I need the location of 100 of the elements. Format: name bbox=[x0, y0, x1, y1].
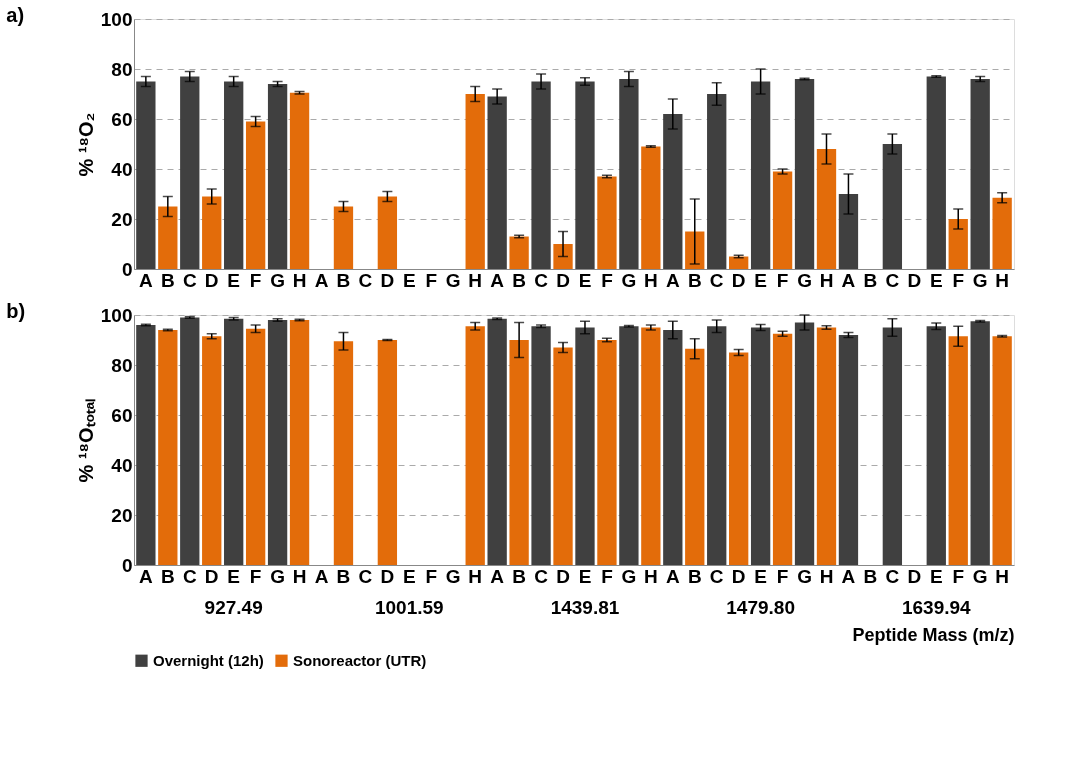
x-tick-label: A bbox=[665, 565, 680, 587]
x-tick-label: A bbox=[314, 565, 329, 587]
x-tick-label: A bbox=[841, 269, 856, 291]
x-axis-title: Peptide Mass (m/z) bbox=[852, 624, 1015, 645]
x-tick-label: H bbox=[292, 565, 307, 587]
x-tick-label: F bbox=[952, 565, 965, 587]
x-tick-label: G bbox=[972, 269, 988, 291]
x-tick-label: C bbox=[182, 269, 197, 291]
x-tick-label: F bbox=[952, 269, 965, 291]
x-tick-label: B bbox=[336, 269, 351, 291]
bar bbox=[992, 336, 1012, 565]
bar bbox=[597, 176, 617, 269]
bar bbox=[838, 194, 859, 269]
x-tick-label: D bbox=[556, 565, 570, 587]
x-tick-label: F bbox=[249, 269, 262, 291]
text: 1001.59 bbox=[374, 597, 444, 618]
x-tick-label: D bbox=[556, 269, 570, 291]
legend-label: Overnight (12h) bbox=[153, 651, 264, 669]
bar bbox=[487, 318, 507, 565]
x-tick-label: A bbox=[138, 565, 153, 587]
bar bbox=[641, 146, 661, 269]
x-tick-label: E bbox=[227, 565, 241, 587]
bar bbox=[377, 196, 398, 269]
x-tick-label: E bbox=[754, 269, 767, 291]
x-tick-label: D bbox=[907, 565, 922, 587]
x-tick-label: D bbox=[204, 269, 219, 291]
y-tick-label: 20 bbox=[111, 504, 133, 526]
x-tick-label: C bbox=[885, 269, 900, 291]
bar bbox=[707, 326, 727, 565]
x-tick-label: E bbox=[578, 269, 592, 291]
bar bbox=[816, 149, 837, 269]
bar bbox=[816, 327, 837, 565]
bar bbox=[465, 94, 485, 269]
x-tick-label: C bbox=[709, 565, 724, 587]
x-tick-label: F bbox=[425, 565, 438, 587]
x-tick-label: G bbox=[797, 565, 812, 587]
y-tick-label: 100 bbox=[100, 304, 133, 326]
x-tick-label: B bbox=[512, 269, 526, 291]
bar bbox=[224, 81, 244, 269]
x-tick-label: B bbox=[160, 565, 175, 587]
bar bbox=[224, 318, 244, 565]
y-tick-label: 40 bbox=[111, 158, 133, 180]
bar bbox=[750, 81, 771, 269]
bar bbox=[926, 76, 946, 269]
x-tick-label: D bbox=[907, 269, 922, 291]
y-tick-label: 100 bbox=[100, 8, 133, 30]
bar bbox=[158, 206, 178, 269]
bar bbox=[882, 144, 903, 269]
x-tick-label: G bbox=[797, 269, 812, 291]
bar bbox=[333, 206, 354, 269]
bar bbox=[509, 340, 529, 565]
x-tick-label: G bbox=[621, 269, 637, 291]
x-tick-label: A bbox=[841, 565, 856, 587]
y-tick-label: 20 bbox=[111, 208, 133, 230]
bar bbox=[992, 197, 1012, 269]
x-tick-label: F bbox=[249, 565, 262, 587]
bar bbox=[136, 81, 156, 269]
x-tick-label: C bbox=[358, 565, 373, 587]
bar bbox=[289, 320, 310, 565]
y-tick-label: 0 bbox=[121, 554, 133, 576]
x-tick-label: B bbox=[863, 565, 878, 587]
x-tick-label: F bbox=[776, 565, 789, 587]
x-tick-label: B bbox=[336, 565, 351, 587]
bar bbox=[158, 330, 178, 565]
bar bbox=[180, 317, 200, 565]
bar bbox=[487, 96, 507, 269]
bar bbox=[794, 322, 815, 565]
bar bbox=[707, 94, 727, 269]
bar bbox=[553, 347, 573, 565]
x-tick-label: B bbox=[687, 269, 702, 291]
bar bbox=[948, 219, 968, 269]
bar bbox=[180, 76, 200, 269]
x-tick-label: B bbox=[512, 565, 526, 587]
legend-label: Sonoreactor (UTR) bbox=[293, 651, 427, 669]
bar bbox=[267, 320, 288, 565]
text: 1439.81 bbox=[550, 597, 620, 618]
text: 1639.94 bbox=[901, 597, 972, 618]
y-tick-label: 80 bbox=[111, 58, 133, 80]
bar bbox=[729, 256, 749, 269]
bar bbox=[509, 236, 529, 269]
chart-title: b) bbox=[6, 300, 26, 322]
x-tick-label: A bbox=[314, 269, 329, 291]
x-tick-label: G bbox=[972, 565, 988, 587]
y-tick-label: 0 bbox=[121, 258, 133, 280]
x-tick-label: H bbox=[643, 565, 658, 587]
x-tick-label: H bbox=[995, 269, 1010, 291]
x-tick-label: F bbox=[601, 565, 613, 587]
x-tick-label: E bbox=[578, 565, 592, 587]
x-tick-label: D bbox=[731, 269, 746, 291]
x-tick-label: A bbox=[490, 269, 505, 291]
bar bbox=[202, 196, 222, 269]
bar bbox=[575, 327, 595, 565]
x-tick-label: B bbox=[863, 269, 878, 291]
x-tick-label: C bbox=[358, 269, 373, 291]
bar bbox=[970, 321, 990, 565]
x-tick-label: H bbox=[468, 269, 483, 291]
x-tick-label: G bbox=[621, 565, 637, 587]
x-tick-label: H bbox=[995, 565, 1010, 587]
bar bbox=[245, 121, 266, 269]
bar bbox=[794, 79, 815, 269]
